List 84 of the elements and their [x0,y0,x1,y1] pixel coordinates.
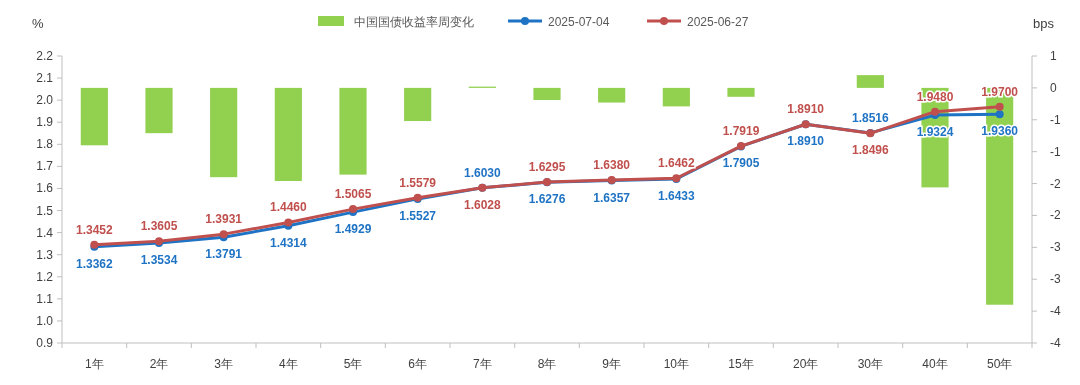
data-label: 1.3931 [205,212,243,227]
bar [662,87,690,107]
y2-tick-label: -1 [1050,112,1061,127]
data-label: 1.3534 [140,252,178,267]
y2-tick-label: 1 [1050,49,1057,63]
data-label: 1.3452 [75,222,114,237]
legend-label: 中国国债收益率周变化 [354,15,474,29]
y-axis-title: % [32,16,44,31]
legend-label: 2025-07-04 [548,15,610,29]
x-tick-label: 7年 [472,357,492,371]
data-label: 1.4929 [334,222,372,237]
data-label: 1.6380 [593,158,631,173]
data-label: 1.6462 [657,156,696,171]
y-tick-label: 1.1 [36,291,54,306]
data-label: 1.3605 [140,219,178,234]
data-label: 1.8910 [787,102,825,117]
x-tick-label: 3年 [214,357,234,371]
data-label: 1.6276 [528,192,566,207]
bar [80,87,108,146]
data-label: 1.3362 [75,256,114,271]
y-tick-label: 1.3 [36,247,54,262]
bar [145,87,173,134]
bar [404,87,432,122]
y-tick-label: 1.8 [36,137,54,152]
data-label: 1.7905 [722,156,760,171]
y-tick-label: 2.1 [36,71,54,86]
y2-tick-label: -2 [1050,176,1061,191]
point [931,107,939,116]
x-tick-label: 20年 [792,357,819,371]
y-tick-label: 2.0 [36,93,54,108]
y2-tick-label: -1 [1050,144,1061,159]
point [995,102,1004,111]
x-tick-label: 5年 [343,357,363,371]
x-tick-label: 50年 [986,357,1013,371]
y2-tick-label: -4 [1050,304,1061,319]
y-tick-label: 1.6 [36,181,54,196]
x-tick-label: 1年 [84,357,104,371]
data-label: 1.4314 [269,235,308,250]
bar [598,87,626,103]
x-tick-label: 15年 [728,357,754,371]
data-label: 1.6295 [528,159,566,174]
point [995,110,1004,119]
data-label: 1.5579 [399,175,437,190]
x-tick-label: 10年 [663,357,690,371]
bar [339,87,367,175]
bar [856,75,884,88]
legend-label: 2025-06-27 [687,15,749,29]
data-label: 1.8516 [851,110,890,125]
y-tick-label: 1.7 [36,159,54,174]
bar [210,87,238,178]
y-tick-label: 1.4 [36,225,54,240]
y2-tick-label: -4 [1050,336,1061,350]
data-label: 1.4460 [269,200,308,215]
data-label: 1.8910 [787,134,825,149]
x-tick-label: 40年 [922,357,948,371]
y-tick-label: 2.2 [36,49,54,63]
x-tick-label: 6年 [408,357,428,371]
data-label: 1.5065 [334,187,372,202]
y-tick-label: 1.0 [36,313,54,328]
y2-tick-label: -3 [1050,240,1061,255]
y2-tick-label: 0 [1050,80,1057,95]
y-tick-label: 1.9 [36,115,54,130]
y-tick-label: 0.9 [36,336,54,350]
data-label: 1.3791 [205,247,243,262]
x-tick-label: 8年 [537,357,557,371]
data-label: 1.8496 [851,143,890,158]
bar [533,87,561,101]
x-tick-label: 9年 [602,357,622,371]
y2-tick-label: -3 [1050,272,1061,287]
data-label: 1.6433 [657,188,696,203]
x-tick-label: 4年 [278,357,298,371]
bar [727,87,755,97]
x-tick-label: 30年 [857,357,884,371]
data-label: 1.6030 [463,165,502,180]
data-label: 1.6357 [593,190,631,205]
data-label: 1.5527 [399,208,437,223]
y-tick-label: 1.5 [36,203,54,218]
y-tick-label: 1.2 [36,269,54,284]
data-label: 1.6028 [463,197,502,212]
x-tick-label: 2年 [149,357,169,371]
data-label: 1.7919 [722,124,760,139]
y2-axis-title: bps [1033,16,1055,31]
bar [274,87,302,181]
y2-tick-label: -2 [1050,208,1061,223]
